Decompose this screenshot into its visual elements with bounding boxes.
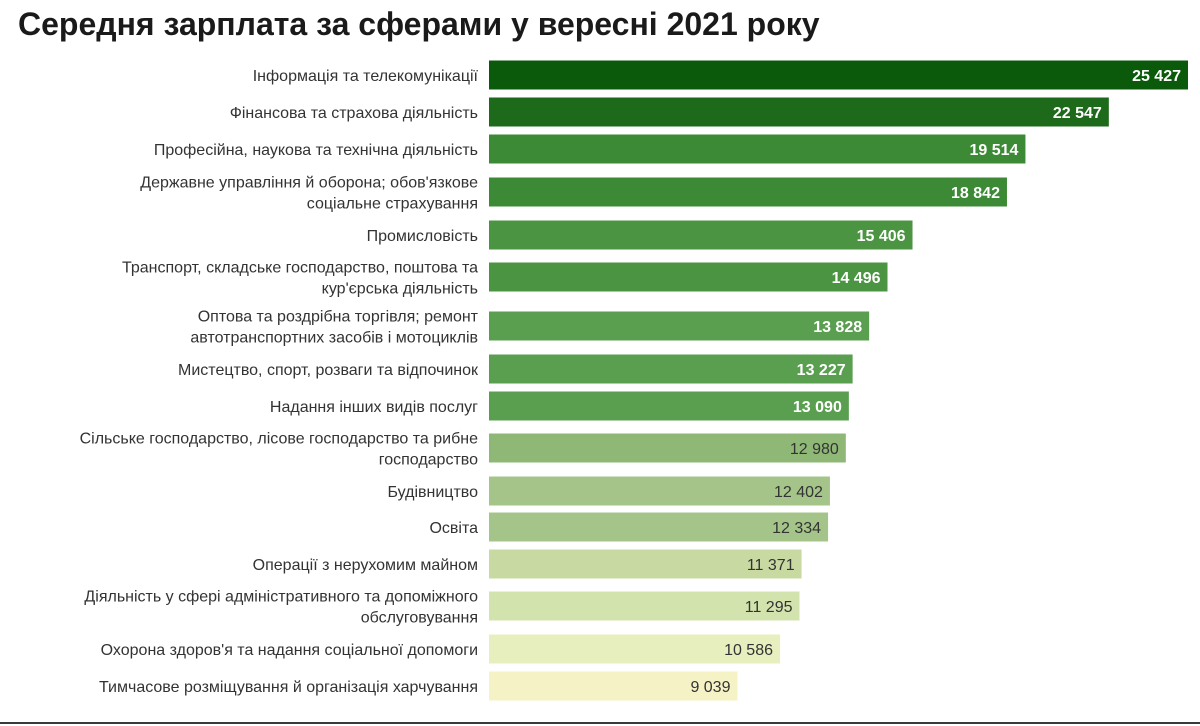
- category-label: Будівництво: [388, 484, 479, 501]
- bar-value-label: 15 406: [857, 228, 906, 245]
- category-label: Оптова та роздрібна торгівля; ремонт: [198, 309, 479, 326]
- bar-value-label: 19 514: [970, 142, 1019, 159]
- category-label: автотранспортних засобів і мотоциклів: [190, 330, 478, 347]
- category-label: Тимчасове розміщування й організація хар…: [99, 679, 478, 696]
- category-label: Інформація та телекомунікації: [253, 68, 479, 85]
- bar-value-label: 25 427: [1132, 68, 1181, 85]
- bar-value-label: 22 547: [1053, 105, 1102, 122]
- bar-value-label: 10 586: [724, 642, 773, 659]
- category-label: обслуговування: [361, 610, 478, 627]
- bar: [489, 134, 1026, 164]
- bar: [489, 549, 802, 579]
- category-label: кур'єрська діяльність: [322, 281, 478, 298]
- bottom-divider: [0, 722, 1200, 724]
- bar-value-label: 12 980: [790, 441, 839, 458]
- bar-value-label: 13 828: [813, 319, 862, 336]
- bar-value-label: 9 039: [690, 679, 730, 696]
- bar: [489, 177, 1007, 207]
- bar: [489, 476, 830, 506]
- bar-value-label: 11 371: [747, 557, 795, 574]
- bar-value-label: 13 227: [797, 362, 846, 379]
- bar: [489, 591, 800, 621]
- category-label: Транспорт, складське господарство, пошто…: [122, 260, 478, 277]
- category-label: Промисловість: [367, 228, 478, 245]
- bar-value-label: 12 402: [774, 484, 823, 501]
- category-label: Державне управління й оборона; обов'язко…: [140, 175, 478, 192]
- bar-value-label: 13 090: [793, 399, 842, 416]
- bar: [489, 512, 829, 542]
- bar: [489, 220, 913, 250]
- bar: [489, 311, 870, 341]
- bar-value-label: 18 842: [951, 185, 1000, 202]
- bar: [489, 97, 1109, 127]
- category-label: соціальне страхування: [307, 196, 478, 213]
- bar: [489, 354, 853, 384]
- bar: [489, 262, 888, 292]
- category-label: Професійна, наукова та технічна діяльніс…: [154, 142, 478, 159]
- category-label: Надання інших видів послуг: [270, 399, 478, 416]
- chart-title: Середня зарплата за сферами у вересні 20…: [18, 6, 820, 42]
- category-label: Операції з нерухомим майном: [253, 557, 478, 574]
- category-label: Охорона здоров'я та надання соціальної д…: [101, 642, 478, 659]
- bar: [489, 391, 849, 421]
- category-label: Мистецтво, спорт, розваги та відпочинок: [178, 362, 479, 379]
- category-label: Фінансова та страхова діяльність: [230, 105, 478, 122]
- bar-value-label: 12 334: [772, 520, 821, 537]
- category-label: господарство: [379, 452, 478, 469]
- bar-value-label: 11 295: [745, 599, 793, 616]
- category-label: Освіта: [429, 520, 478, 537]
- category-label: Діяльність у сфері адміністративного та …: [84, 589, 478, 606]
- bar: [489, 433, 846, 463]
- category-label: Сільське господарство, лісове господарст…: [80, 431, 478, 448]
- bar: [489, 60, 1188, 90]
- bar: [489, 634, 781, 664]
- bars-layer: 25 427 Інформація та телекомунікації 22 54…: [80, 60, 1188, 701]
- bar-value-label: 14 496: [832, 270, 881, 287]
- bar: [489, 671, 738, 701]
